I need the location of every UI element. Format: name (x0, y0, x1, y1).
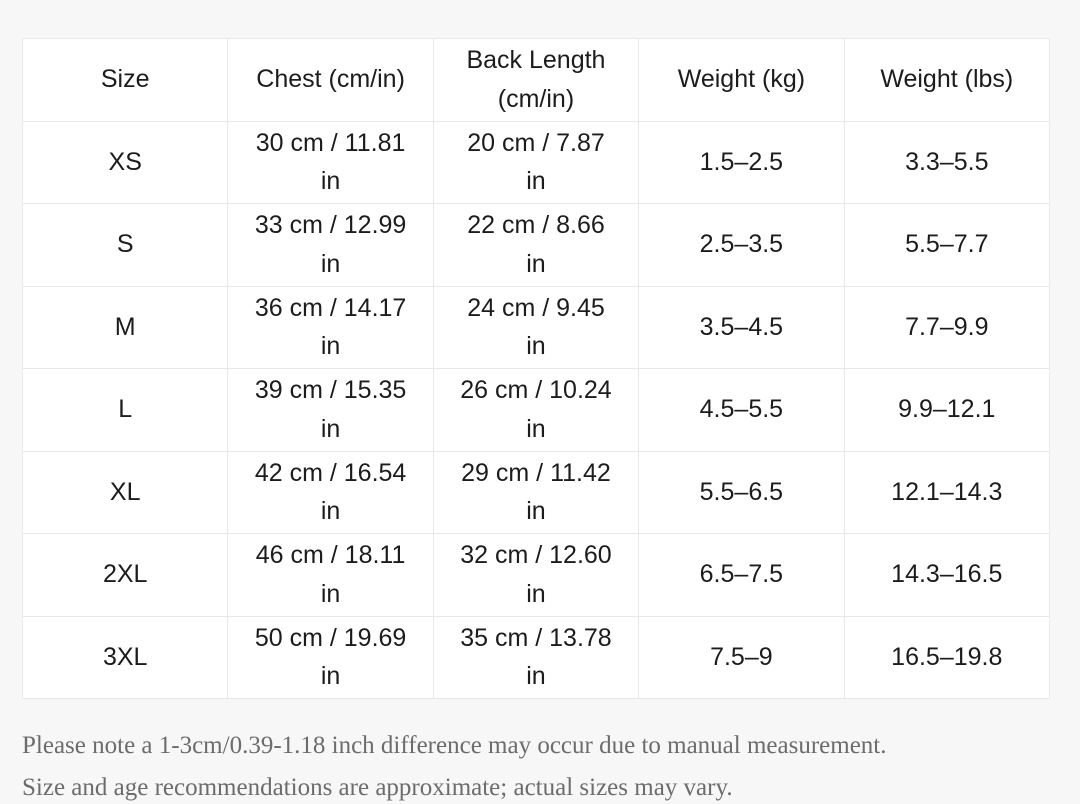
table-cell: 7.7–9.9 (843, 285, 1051, 369)
table-cell: 1.5–2.5 (638, 120, 845, 204)
table-cell: 7.5–9 (638, 615, 845, 699)
size-label-cell: M (21, 285, 229, 369)
size-table-body: XS 30 cm / 11.81 in 20 cm / 7.87 in 1.5–2.5… (21, 120, 1051, 699)
table-cell: 14.3–16.5 (843, 533, 1051, 617)
table-cell: 9.9–12.1 (843, 368, 1051, 452)
table-row: XS 30 cm / 11.81 in 20 cm / 7.87 in 1.5–2.5… (21, 120, 1051, 204)
size-label-cell: L (21, 368, 229, 452)
table-cell: 50 cm / 19.69 in (227, 615, 434, 699)
table-cell: 30 cm / 11.81 in (227, 120, 434, 204)
size-label-cell: S (21, 203, 229, 287)
table-cell: 42 cm / 16.54 in (227, 450, 434, 534)
header-row: Size Chest (cm/in) Back Length (cm/in) W… (21, 38, 1051, 122)
column-header-size: Size (21, 38, 229, 122)
size-chart-table: Size Chest (cm/in) Back Length (cm/in) W… (21, 38, 1051, 699)
table-row: S 33 cm / 12.99 in 22 cm / 8.66 in 2.5–3.5 5… (21, 203, 1051, 287)
column-header-back-length: Back Length (cm/in) (432, 38, 640, 122)
size-label-cell: XL (21, 450, 229, 534)
table-cell: 36 cm / 14.17 in (227, 285, 434, 369)
table-cell: 46 cm / 18.11 in (227, 533, 434, 617)
table-cell: 12.1–14.3 (843, 450, 1051, 534)
table-cell: 3.5–4.5 (638, 285, 845, 369)
table-row: M 36 cm / 14.17 in 24 cm / 9.45 in 3.5–4.5 7… (21, 285, 1051, 369)
table-cell: 3.3–5.5 (843, 120, 1051, 204)
table-cell: 32 cm / 12.60 in (432, 533, 640, 617)
column-header-chest: Chest (cm/in) (227, 38, 434, 122)
table-cell: 33 cm / 12.99 in (227, 203, 434, 287)
size-chart-header: Size Chest (cm/in) Back Length (cm/in) W… (21, 38, 1051, 122)
table-cell: 39 cm / 15.35 in (227, 368, 434, 452)
measurement-note: Please note a 1-3cm/0.39-1.18 inch diffe… (22, 732, 887, 801)
size-label-cell: 3XL (21, 615, 229, 699)
table-row: 2XL 46 cm / 18.11 in 32 cm / 12.60 in 6.5–7… (21, 533, 1051, 617)
table-cell: 24 cm / 9.45 in (432, 285, 640, 369)
table-cell: 29 cm / 11.42 in (432, 450, 640, 534)
table-row: 3XL 50 cm / 19.69 in 35 cm / 13.78 in 7.5–9… (21, 615, 1051, 699)
table-cell: 22 cm / 8.66 in (432, 203, 640, 287)
table-cell: 5.5–6.5 (638, 450, 845, 534)
table-row: L 39 cm / 15.35 in 26 cm / 10.24 in 4.5–5.5… (21, 368, 1051, 452)
table-cell: 20 cm / 7.87 in (432, 120, 640, 204)
table-cell: 26 cm / 10.24 in (432, 368, 640, 452)
table-row: XL 42 cm / 16.54 in 29 cm / 11.42 in 5.5–6.… (21, 450, 1051, 534)
table-cell: 6.5–7.5 (638, 533, 845, 617)
size-label-cell: XS (21, 120, 229, 204)
table-cell: 5.5–7.7 (843, 203, 1051, 287)
table-cell: 35 cm / 13.78 in (432, 615, 640, 699)
table-cell: 16.5–19.8 (843, 615, 1051, 699)
table-cell: 2.5–3.5 (638, 203, 845, 287)
column-header-weight-kg: Weight (kg) (638, 38, 845, 122)
column-header-weight-lbs: Weight (lbs) (843, 38, 1051, 122)
size-label-cell: 2XL (21, 533, 229, 617)
table-cell: 4.5–5.5 (638, 368, 845, 452)
